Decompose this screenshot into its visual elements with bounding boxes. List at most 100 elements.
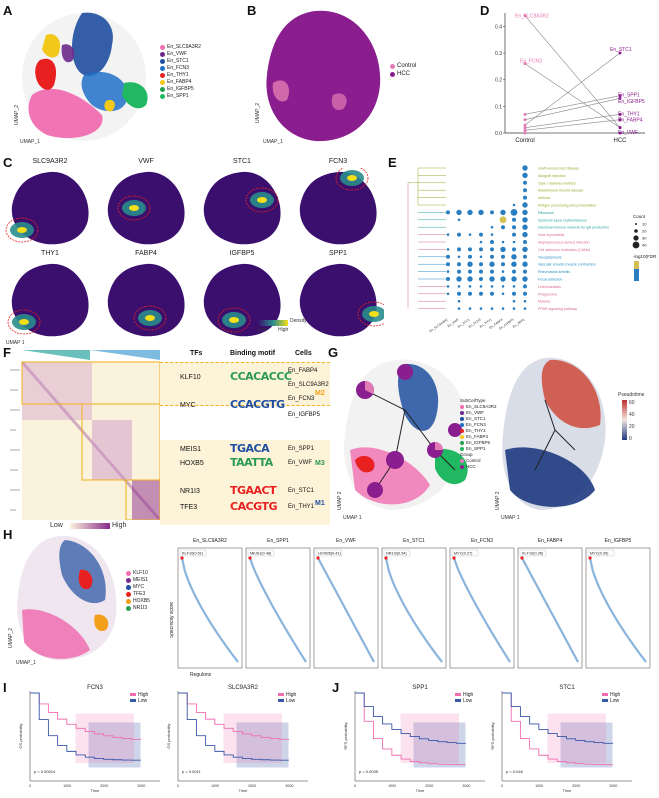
binding-motif-logo: CCACGTG — [230, 398, 285, 411]
legend-dot — [160, 73, 165, 78]
x-tick-label: Control — [515, 138, 534, 144]
dot-mark — [512, 247, 516, 252]
legend-label: KLF10 — [133, 570, 148, 576]
hcc-point — [618, 96, 622, 100]
pseudotime-scale: Pseudotime 60 40 20 0 — [618, 392, 658, 450]
binding-motif-logo: TAATTA — [230, 456, 273, 469]
rss-top-point — [180, 556, 184, 560]
series-line — [524, 52, 621, 126]
highlight-ring — [357, 301, 384, 327]
rss-ylabel: Specificity score — [170, 602, 175, 638]
label-fabp4: En_FABP4 — [618, 118, 643, 124]
cluster-legend-item: En_STC1 — [160, 58, 201, 65]
rss-title: En_FCN3 — [471, 538, 493, 544]
rss-top-point — [248, 556, 252, 560]
dot-mark — [512, 225, 516, 230]
legend-dot — [160, 59, 165, 64]
km-pvalue: p = 0.00014 — [34, 769, 56, 774]
dot-mark — [446, 254, 450, 259]
dot-mark — [446, 210, 450, 215]
dot-mark — [446, 270, 450, 273]
density-gene-title: STC1 — [233, 158, 251, 165]
binding-motif-logo: TGAACT — [230, 484, 277, 497]
density-gene-title: IGFBP5 — [229, 250, 255, 257]
umap-shape — [299, 263, 377, 337]
legend-dot — [460, 459, 464, 463]
km-x-tick: 3000 — [137, 784, 145, 788]
density-plot-slc9a3r2: SLC9A3R2 — [4, 158, 96, 246]
regulon-umap — [17, 535, 117, 661]
count-dot — [633, 235, 639, 241]
legend-label: HOXB5 — [133, 598, 150, 604]
panel-g-pseudotime: UMAP 2 UMAP 1 — [495, 350, 620, 521]
legend-dot — [460, 417, 464, 421]
legend-dot — [460, 429, 464, 433]
panel-label-g: G — [328, 345, 339, 360]
umap-x-label-b: UMAP_1 — [263, 139, 284, 145]
highlight-ring — [335, 168, 369, 191]
km-legend-low-swatch — [130, 699, 136, 702]
hcc-point — [618, 131, 622, 135]
dot-mark — [522, 246, 528, 253]
dot-mark — [512, 299, 516, 303]
highlight-ring — [217, 307, 251, 333]
rss-tag-box — [451, 549, 479, 557]
dot-mark — [522, 224, 528, 230]
legend-label: TFE3 — [133, 591, 146, 597]
density-scale-low: Low — [258, 327, 268, 333]
km-x-tick: 1000 — [535, 784, 543, 788]
cell-type: En_THY1 — [288, 504, 315, 510]
density-peak — [347, 175, 357, 181]
dot-mark — [479, 277, 483, 281]
km-ci-high — [547, 713, 606, 763]
dot-mark — [490, 285, 494, 288]
rss-curve — [317, 557, 375, 663]
rss-title: En_SPP1 — [267, 538, 289, 544]
term-label: Staphylococcus aureus infection — [538, 241, 590, 245]
tf-name: MYC — [180, 402, 196, 409]
panel-h-legend: KLF10 MEIS1 MYC TFE3 HOXB5 NR1I3 — [126, 570, 150, 612]
panel-h-rss: En_SLC9A3R2 KLF10(0.51) En_SPP1 MEIS1(0.48)… — [169, 530, 656, 680]
legend-label: En_IGFBP5 — [167, 86, 194, 92]
cell-type: En_FABP4 — [288, 368, 318, 374]
density-gene-title: FCN3 — [328, 158, 348, 165]
term-label: Systemic lupus erythematosus — [538, 218, 587, 222]
km-x-tick: 2000 — [248, 784, 256, 788]
dot-mark — [456, 276, 462, 282]
panel-label-c: C — [3, 155, 13, 170]
panel-label-f: F — [3, 345, 11, 360]
cluster-legend-item: En_SPP1 — [160, 93, 201, 100]
panel-label-i: I — [3, 680, 7, 695]
rss-tag: MYC(0.27) — [454, 552, 473, 556]
density-gene-title: THY1 — [41, 250, 59, 257]
module-m1: M1 — [315, 500, 325, 507]
dot-mark — [523, 291, 527, 296]
dot-mark — [512, 285, 516, 288]
panel-i-j-km: FCN3 0 1000 2000 3000 Time OS probability p = 0… — [10, 683, 656, 793]
dot-mark — [499, 216, 507, 224]
dot-mark — [490, 225, 494, 229]
y-tick-label: 0.4 — [495, 24, 502, 30]
fdr-colorbar-high — [634, 261, 639, 269]
km-ylabel: RFS probability — [343, 722, 348, 749]
y-tick-label: 0.2 — [495, 78, 502, 84]
km-high-curve — [30, 692, 141, 741]
subcell-legend-item: En_VWF — [460, 410, 497, 416]
regulon-specificity-plots: En_SLC9A3R2 KLF10(0.51) En_SPP1 MEIS1(0.48)… — [169, 538, 651, 678]
dot-mark — [468, 307, 472, 310]
density-scale-title: Density — [290, 318, 307, 324]
density-plot-vwf: VWF — [100, 158, 192, 246]
legend-dot — [160, 52, 165, 57]
km-ci-low — [413, 722, 466, 768]
rss-tag: HOXB5(0.41) — [318, 552, 342, 556]
umap-shape — [107, 171, 185, 245]
umap-y-label: UMAP_2 — [14, 104, 20, 125]
label-thy1: En_THY1 — [618, 111, 640, 117]
series-line — [524, 98, 621, 120]
rss-top-point — [588, 556, 592, 560]
legend-label: En_THY1 — [466, 428, 486, 433]
rss-top-point — [452, 556, 456, 560]
km-high-curve — [502, 692, 613, 766]
label-vwf: En_VWF — [618, 130, 638, 136]
dot-mark — [479, 255, 483, 259]
